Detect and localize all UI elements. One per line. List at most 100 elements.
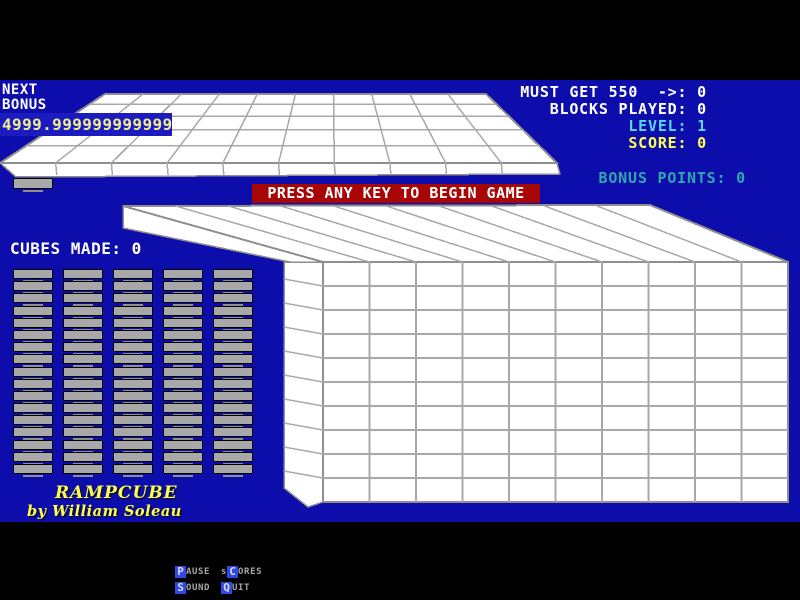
stack-column [113,269,153,477]
menu-item-scores[interactable]: s C ORES [221,564,263,578]
gray-block [213,317,253,331]
gray-block [63,451,103,465]
gray-block [113,415,153,429]
menu-hotkey: Q [221,581,232,594]
ramp-graphics [0,93,789,508]
gray-block [13,378,53,392]
bonus-value-box: 4999.999999999999 [0,113,172,136]
gray-block [63,415,103,429]
gray-block [163,329,203,343]
gray-block [113,305,153,319]
gray-block [163,293,203,307]
gray-block [13,329,53,343]
gray-block [113,342,153,356]
gray-block [163,269,203,282]
menu-item-sound[interactable]: S OUND [175,581,210,594]
gray-block [213,439,253,453]
gray-block [163,354,203,368]
gray-block [13,317,53,331]
gray-block [63,390,103,404]
menu-hotkey: C [227,565,239,578]
gray-block [63,427,103,441]
gray-block [213,354,253,368]
gray-block [13,281,53,295]
gray-block [213,464,253,477]
gray-block [113,317,153,331]
gray-block [213,342,253,356]
gray-block [13,269,53,282]
gray-block [13,439,53,453]
gray-block [113,427,153,441]
gray-block [63,378,103,392]
stat-value: 0 [687,100,707,118]
value: 0 [726,169,746,187]
gray-block [63,317,103,331]
gray-block [113,269,153,282]
gray-block [13,451,53,465]
gray-block [13,403,53,417]
gray-block [113,403,153,417]
gray-block [163,464,203,477]
next-block-preview [13,178,53,192]
gray-block [213,403,253,417]
gray-block [63,329,103,343]
gray-block [163,427,203,441]
gray-block [113,439,153,453]
gray-block [13,427,53,441]
gray-block [63,293,103,307]
gray-block [213,269,253,282]
gray-block [163,378,203,392]
gray-block [63,439,103,453]
gray-block [13,305,53,319]
game-title: RAMPCUBE [55,483,178,503]
stat-value: 0 [687,83,707,101]
bonus-label: BONUS [2,97,47,113]
gray-block [63,305,103,319]
stack-column [63,269,103,477]
gray-block [163,366,203,380]
gray-block [163,305,203,319]
gray-block [163,403,203,417]
cubes-made: CUBES MADE: 0 [10,239,142,258]
stat-line: BLOCKS PLAYED: 0 [549,100,707,118]
gray-block [113,293,153,307]
gray-block [213,427,253,441]
bonus-value: 4999.999999999999 [2,115,173,134]
gray-block [113,464,153,477]
stat-value: 1 [687,117,707,135]
gray-block [63,269,103,282]
gray-block [13,293,53,307]
gray-block [63,464,103,477]
stat-line: SCORE: 0 [628,134,707,152]
menu-item-quit[interactable]: Q UIT [221,581,250,594]
menu-hotkey: P [175,565,186,578]
bonus-points: BONUS POINTS: 0 [598,169,746,187]
gray-block [113,366,153,380]
menu-hotkey: S [175,581,186,594]
stat-value: 0 [687,134,707,152]
gray-block [13,464,53,477]
menu-item-pause[interactable]: P AUSE [175,565,210,578]
gray-block [163,317,203,331]
gray-block [213,378,253,392]
gray-block [13,342,53,356]
gray-block [163,415,203,429]
gray-block [213,366,253,380]
next-label: NEXT [2,82,38,98]
author-byline: by William Soleau [27,503,182,520]
gray-block [163,281,203,295]
stack-column [13,269,53,477]
gray-block [113,451,153,465]
gray-block [113,354,153,368]
gray-block [63,403,103,417]
gray-block [113,329,153,343]
gray-block [163,451,203,465]
gray-block [163,390,203,404]
stack-column [163,269,203,477]
main-ramp-3d [122,203,789,508]
block-shadow [23,190,43,192]
gray-block [63,354,103,368]
game-area: NEXT BONUS 4999.999999999999 MUST GET 55… [0,80,800,594]
gray-block [213,281,253,295]
